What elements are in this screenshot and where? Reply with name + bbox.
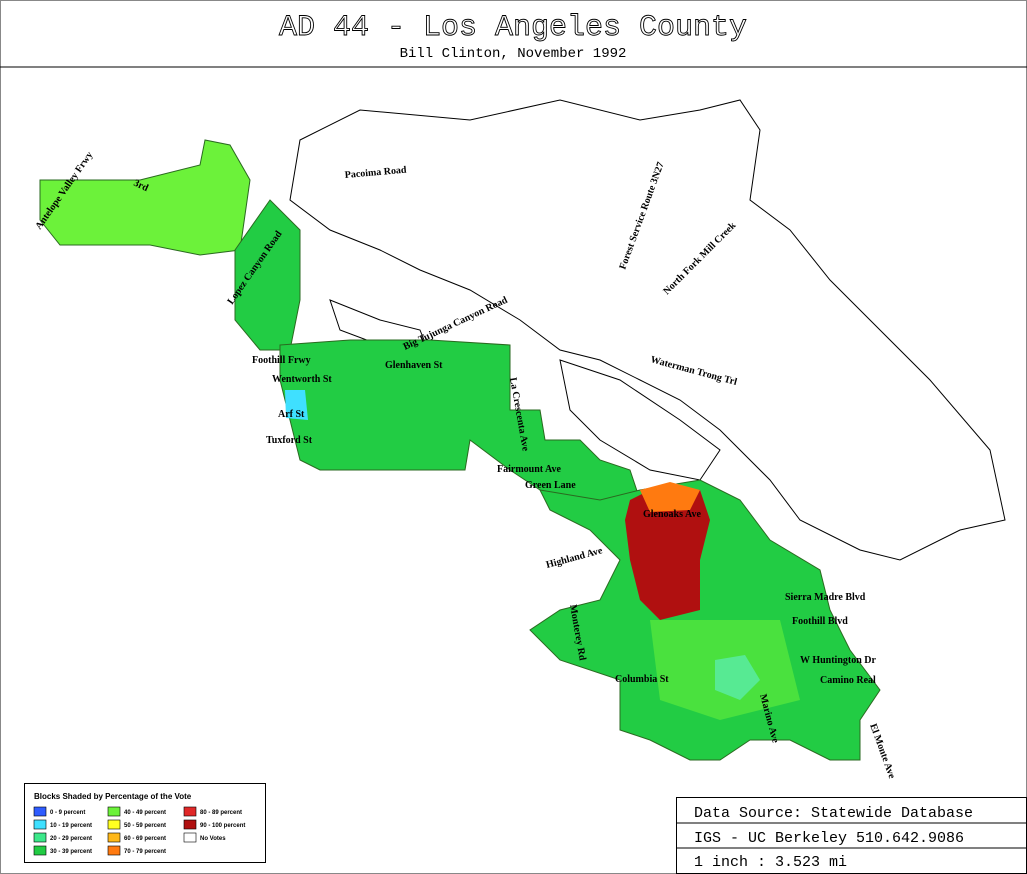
street-label: Fairmount Ave [497, 464, 562, 475]
legend-swatch [107, 832, 121, 843]
legend-swatch [107, 819, 121, 830]
legend-swatch [33, 819, 47, 830]
source-frame [676, 797, 1027, 874]
source-text: 1 inch : 3.523 mi [694, 854, 847, 871]
legend-title: Blocks Shaded by Percentage of the Vote [34, 792, 192, 801]
legend-label: 40 - 49 percent [124, 810, 166, 816]
area [234, 199, 301, 351]
legend-label: 70 - 79 percent [124, 849, 166, 855]
legend-swatch [183, 806, 197, 817]
area [640, 482, 700, 512]
street-label: Tuxford St [266, 435, 313, 446]
legend-box [24, 783, 266, 863]
source-text: Data Source: Statewide Database [694, 805, 973, 822]
street-label: Green Lane [525, 480, 576, 491]
street-label: Arf St [278, 409, 305, 420]
street-label: Foothill Frwy [252, 355, 311, 366]
legend-swatch [33, 832, 47, 843]
title: AD 44 - Los Angeles County [279, 11, 747, 45]
legend-swatch [33, 806, 47, 817]
legend-swatch [107, 806, 121, 817]
legend-label: 50 - 59 percent [124, 823, 166, 829]
legend-label: No Votes [200, 836, 226, 842]
source-text: IGS - UC Berkeley 510.642.9086 [694, 830, 964, 847]
legend-label: 80 - 89 percent [200, 810, 242, 816]
legend-label: 20 - 29 percent [50, 836, 92, 842]
legend: Blocks Shaded by Percentage of the Vote … [24, 783, 266, 863]
street-label: Glenhaven St [385, 360, 443, 371]
street-label: Sierra Madre Blvd [785, 592, 866, 603]
legend-swatch [183, 819, 197, 830]
street-label: Glenoaks Ave [643, 509, 701, 520]
street-label: Camino Real [820, 675, 876, 686]
legend-label: 60 - 69 percent [124, 836, 166, 842]
street-label: Foothill Blvd [792, 616, 848, 627]
legend-swatch [183, 832, 197, 843]
area [650, 620, 800, 720]
legend-label: 30 - 39 percent [50, 849, 92, 855]
street-label: W Huntington Dr [800, 655, 877, 666]
legend-label: 10 - 19 percent [50, 823, 92, 829]
area [285, 390, 308, 420]
legend-swatch [107, 845, 121, 856]
shaded-areas [39, 139, 881, 761]
street-label: Columbia St [615, 674, 669, 685]
street-label: Pacoima Road [344, 165, 407, 181]
area [39, 139, 251, 256]
legend-swatch [33, 845, 47, 856]
subtitle: Bill Clinton, November 1992 [400, 46, 627, 62]
area [625, 485, 710, 620]
legend-label: 90 - 100 percent [200, 823, 245, 829]
street-label: Wentworth St [272, 374, 332, 385]
source-box: Data Source: Statewide Database IGS - UC… [676, 797, 1027, 874]
legend-label: 0 - 9 percent [50, 810, 85, 816]
